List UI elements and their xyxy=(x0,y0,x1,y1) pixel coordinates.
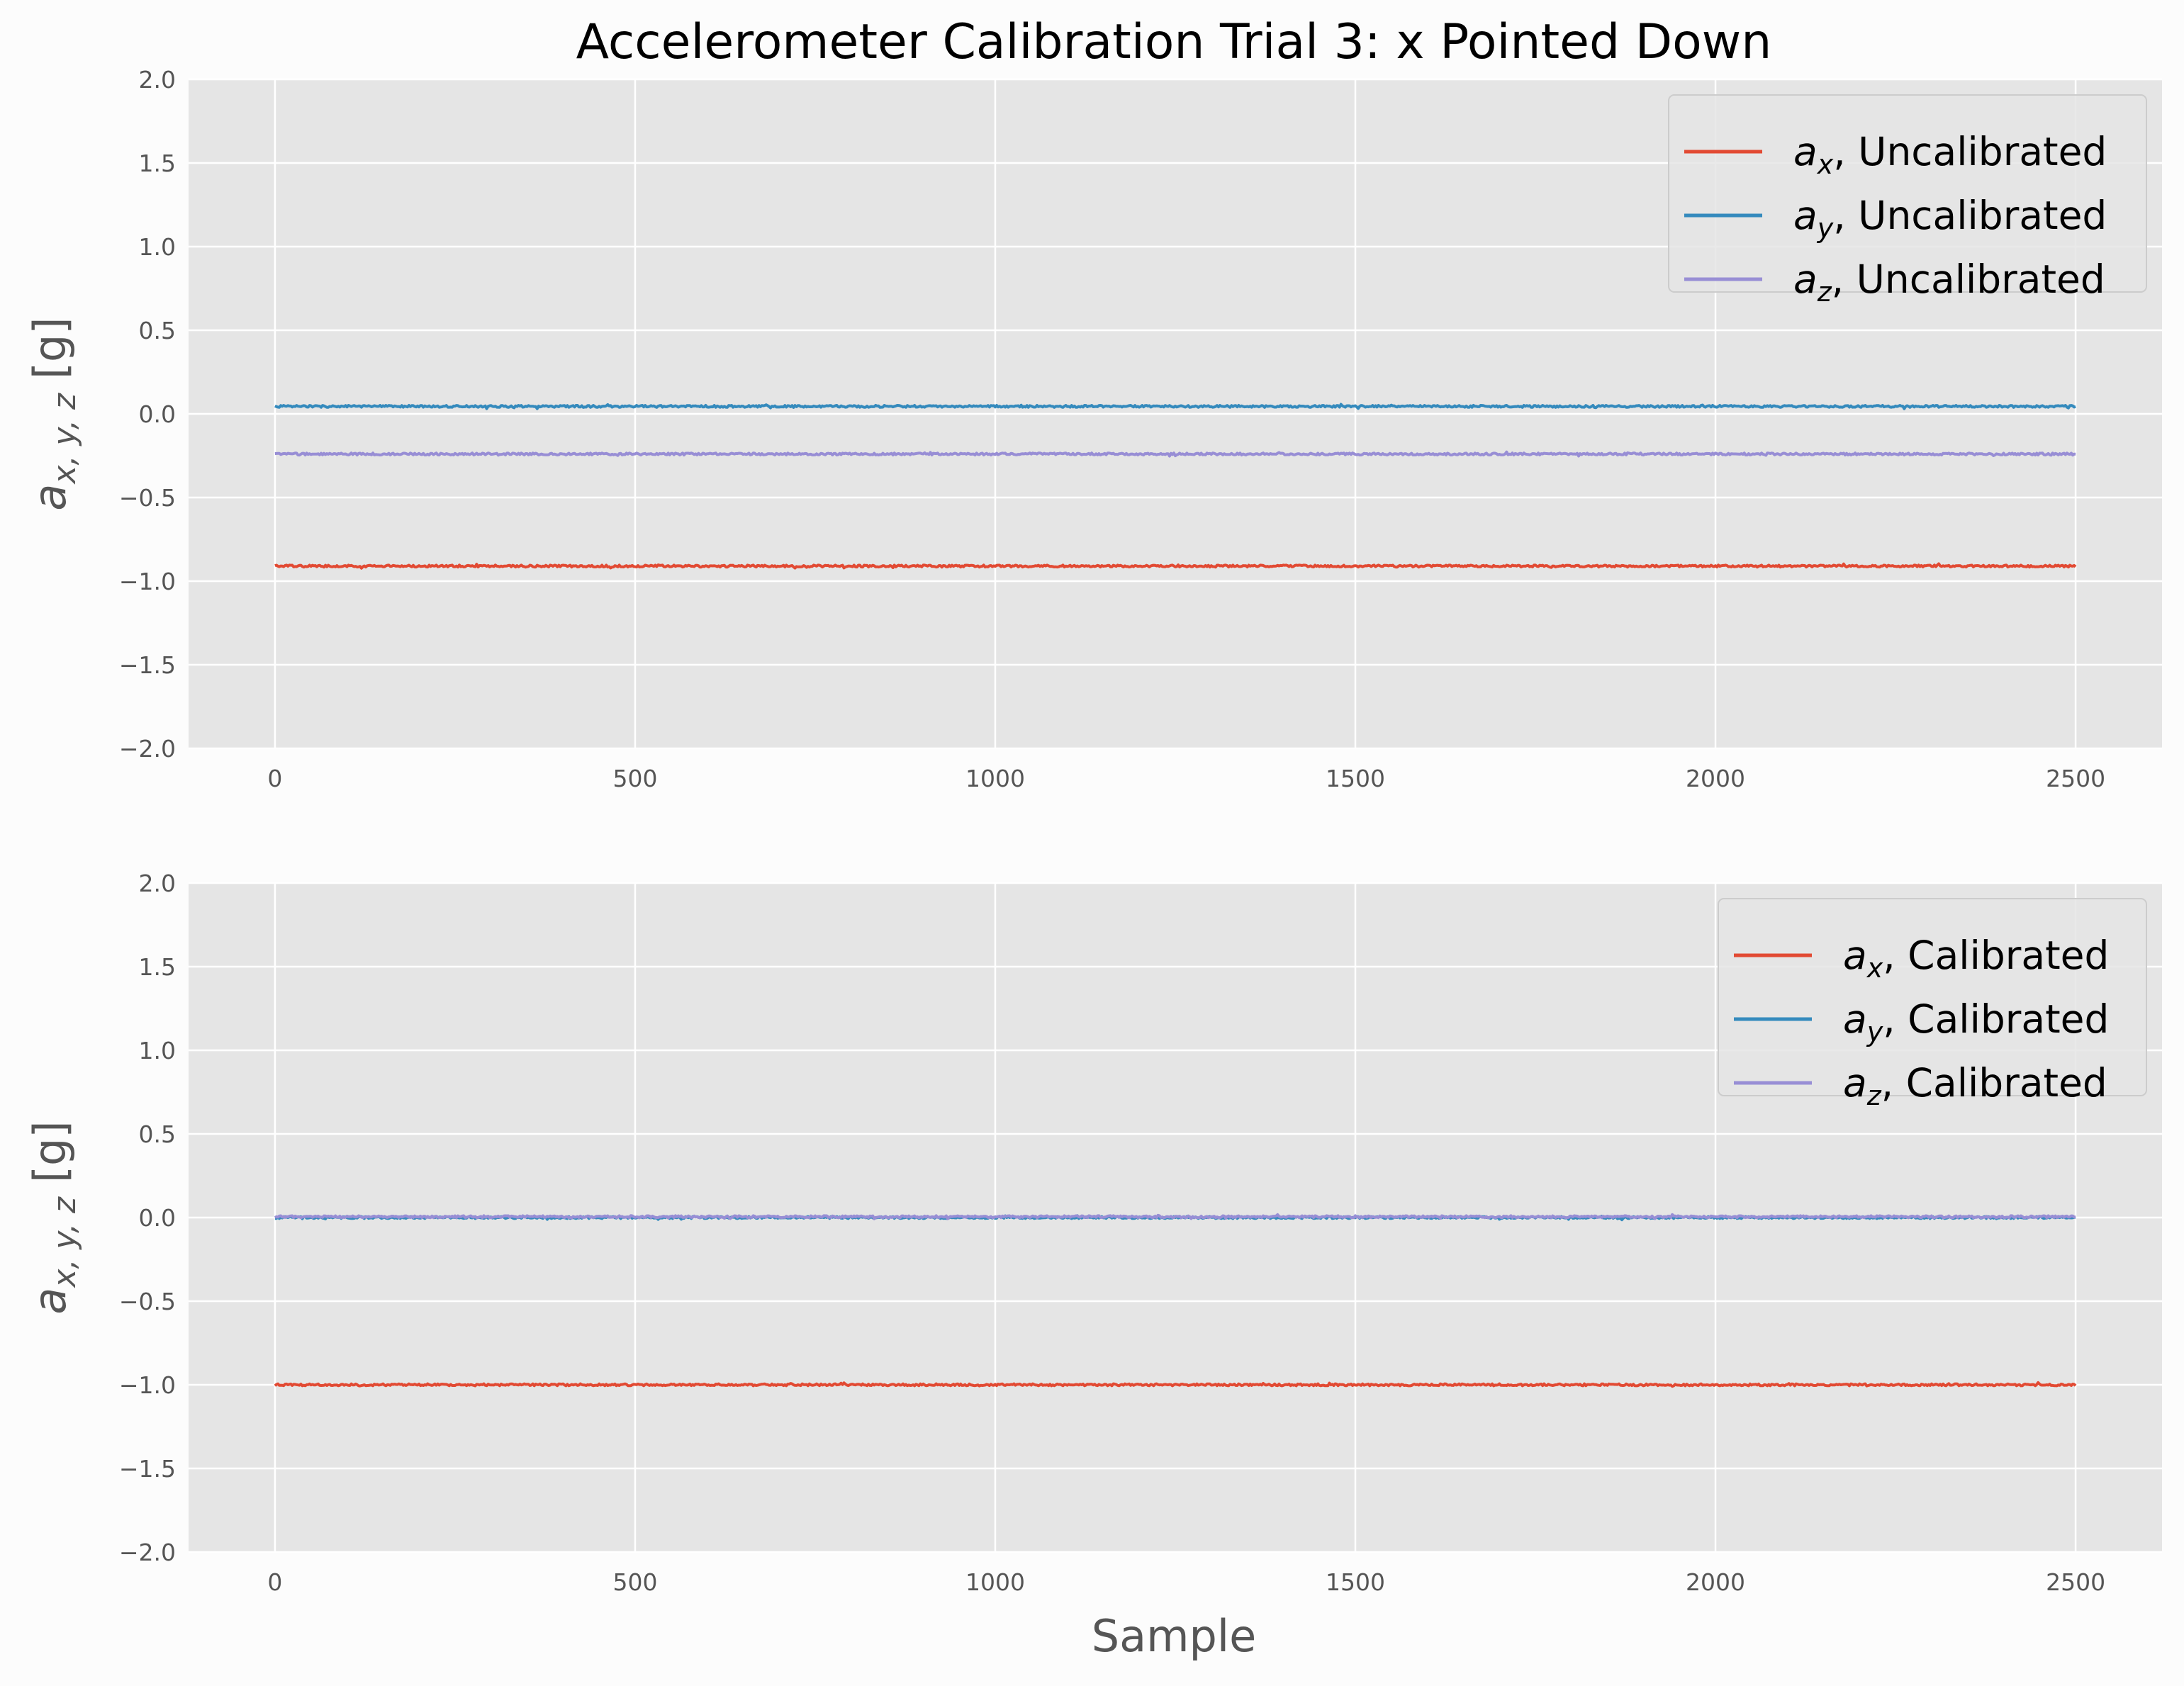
y-tick-label: 1.0 xyxy=(139,233,176,261)
y-tick-label: −0.5 xyxy=(119,484,176,512)
x-tick-label: 1000 xyxy=(965,1568,1025,1596)
series-line-z xyxy=(274,450,2076,458)
y-tick-label: −1.0 xyxy=(119,1371,176,1399)
y-tick-label: 1.5 xyxy=(139,150,176,177)
y-tick-label: 1.0 xyxy=(139,1037,176,1064)
y-tick-label: −0.5 xyxy=(119,1288,176,1315)
y-tick-label: 1.5 xyxy=(139,953,176,981)
series-line-z xyxy=(274,1213,2076,1220)
subplot-2: 2.0 1.5 1.0 0.5 0.0 −0.5 −1.0 −1.5 −2.0 0 500 1000 1… xyxy=(24,870,2162,1596)
y-tick-label: −2.0 xyxy=(119,1539,176,1566)
y-axis-label: ax, y, z [g] xyxy=(24,1120,83,1314)
legend-entry-y: ay, Uncalibrated xyxy=(1793,193,2107,244)
y-tick-label: 0.5 xyxy=(139,1120,176,1148)
y-tick-label: 0.5 xyxy=(139,317,176,344)
x-tick-label: 1500 xyxy=(1326,765,1385,792)
x-tick-label: 500 xyxy=(612,765,657,792)
series-line-y xyxy=(274,403,2076,410)
y-axis-label: ax, y, z [g] xyxy=(24,317,83,510)
x-axis-label: Sample xyxy=(1092,1610,1256,1662)
legend-entry-z: az, Calibrated xyxy=(1843,1060,2107,1111)
x-tick-label: 2500 xyxy=(2046,1568,2105,1596)
x-tick-label: 2000 xyxy=(1686,1568,1745,1596)
x-tick-label: 0 xyxy=(267,765,282,792)
x-tick-label: 2000 xyxy=(1686,765,1745,792)
legend-box xyxy=(1718,898,2147,1096)
x-tick-label: 0 xyxy=(267,1568,282,1596)
x-tick-label: 2500 xyxy=(2046,765,2105,792)
x-tick-label: 1000 xyxy=(965,765,1025,792)
legend-entry-x: ax, Calibrated xyxy=(1843,933,2109,984)
x-tick-label: 500 xyxy=(612,1568,657,1596)
legend-entry-x: ax, Uncalibrated xyxy=(1793,129,2107,180)
y-tick-label: −1.5 xyxy=(119,1455,176,1483)
series-line-x xyxy=(274,562,2077,570)
legend-box xyxy=(1668,94,2147,293)
chart-title: Accelerometer Calibration Trial 3: x Poi… xyxy=(576,14,1772,70)
subplot-1: 2.0 1.5 1.0 0.5 0.0 −0.5 −1.0 −1.5 −2.0 0 500 1000 1… xyxy=(24,66,2162,792)
legend: ax, Uncalibrated ay, Uncalibrated az, Unca… xyxy=(1668,94,2147,308)
y-tick-label: 2.0 xyxy=(139,870,176,897)
y-tick-label: 0.0 xyxy=(139,1204,176,1232)
series-line-x xyxy=(274,1381,2077,1388)
legend-entry-y: ay, Calibrated xyxy=(1843,996,2109,1047)
x-tick-label: 1500 xyxy=(1326,1568,1385,1596)
y-tick-label: −2.0 xyxy=(119,735,176,763)
y-tick-label: −1.0 xyxy=(119,568,176,595)
legend: ax, Calibrated ay, Calibrated az, Calibrat… xyxy=(1718,898,2147,1111)
legend-entry-z: az, Uncalibrated xyxy=(1793,257,2105,308)
y-tick-label: −1.5 xyxy=(119,651,176,679)
y-tick-label: 2.0 xyxy=(139,66,176,94)
y-tick-label: 0.0 xyxy=(139,400,176,428)
